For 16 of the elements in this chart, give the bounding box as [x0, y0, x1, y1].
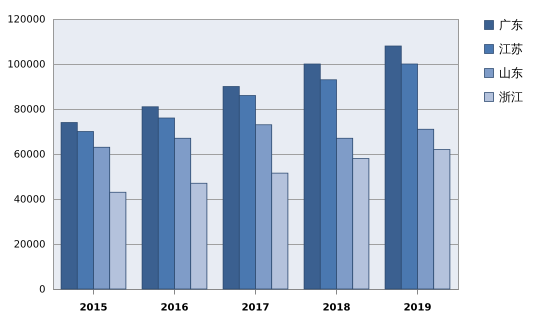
legend-label: 山东 — [499, 66, 523, 80]
y-tick-label: 100000 — [7, 60, 46, 70]
y-tick-label: 80000 — [14, 104, 46, 116]
y-tick-label: 20000 — [14, 240, 46, 250]
x-tick-label: 2017 — [242, 302, 270, 314]
y-tick-label: 0 — [39, 284, 46, 296]
x-tick-label: 2019 — [404, 302, 432, 314]
legend-label: 江苏 — [499, 42, 523, 56]
y-tick-label: 40000 — [14, 194, 46, 206]
legend-label: 广东 — [499, 18, 523, 32]
y-tick-label: 60000 — [14, 150, 46, 160]
x-tick-label: 2018 — [322, 302, 350, 314]
y-tick-label: 120000 — [7, 14, 46, 26]
legend-label: 浙江 — [499, 90, 523, 104]
x-tick-label: 2015 — [80, 302, 108, 314]
x-tick-label: 2016 — [160, 302, 188, 314]
